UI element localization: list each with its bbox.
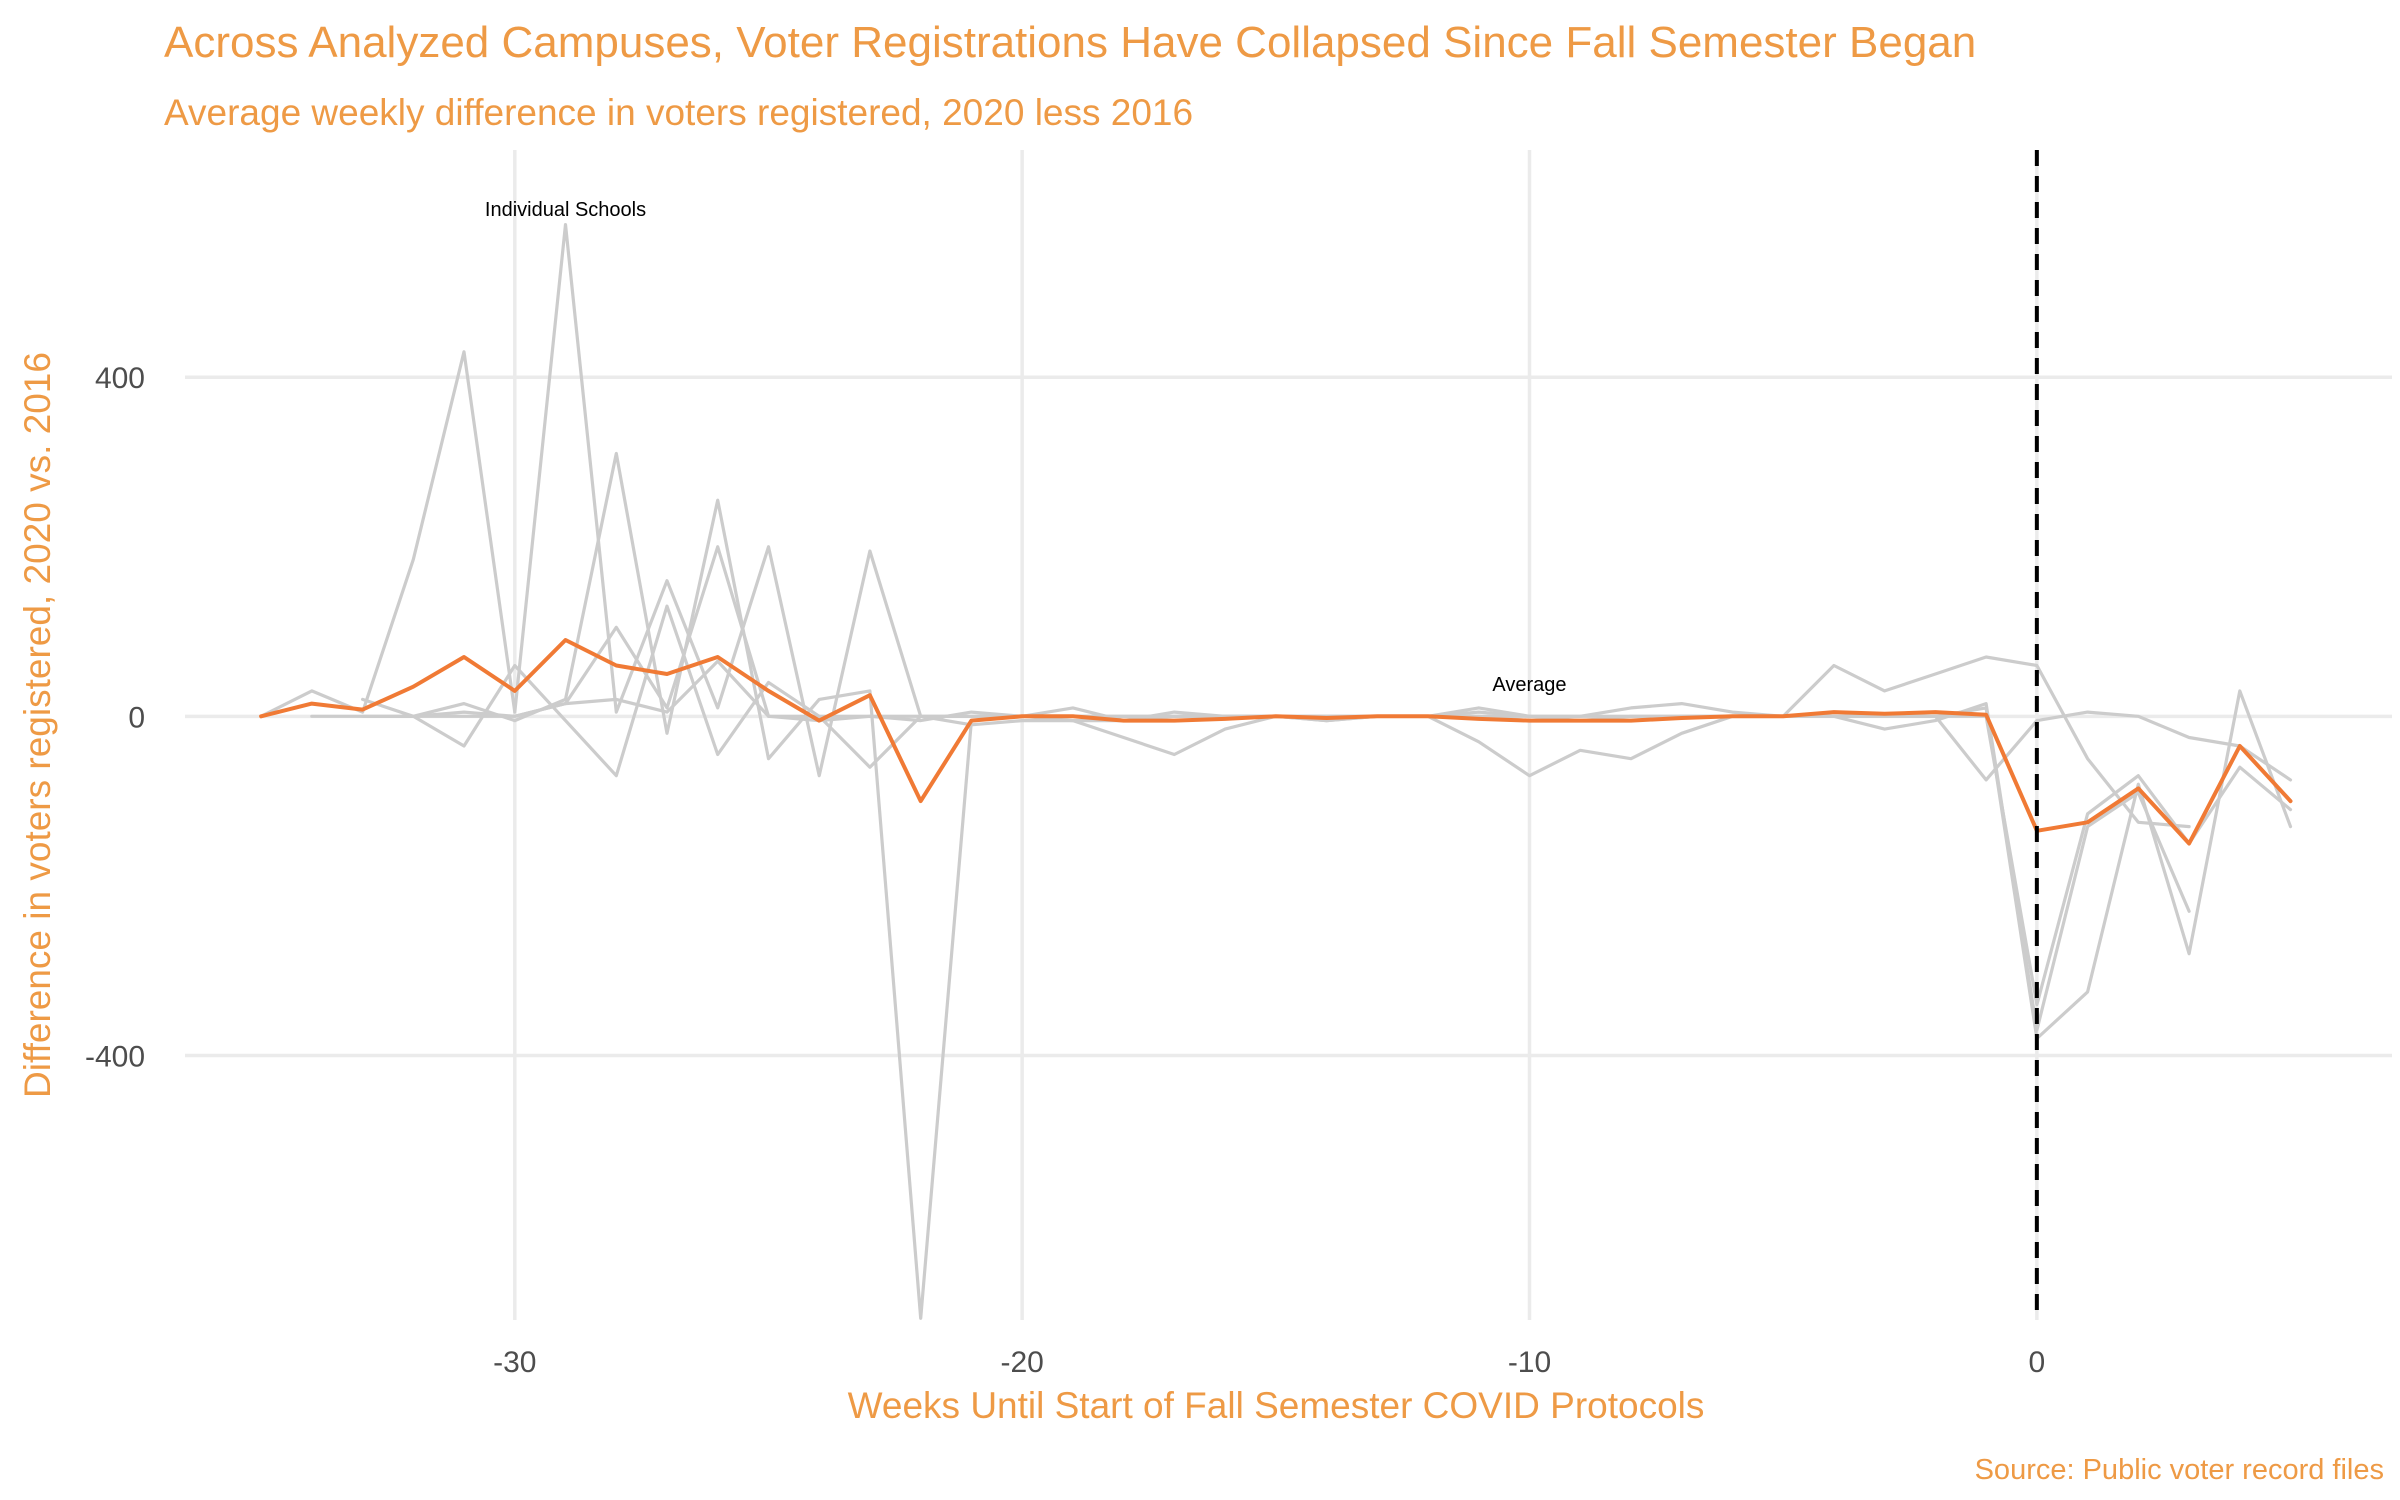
annotation-label: Average (1492, 674, 1566, 696)
source-caption: Source: Public voter record files (1975, 1454, 2384, 1486)
school-series-line (361, 659, 2293, 1007)
x-tick-label: 0 (2029, 1346, 2046, 1379)
x-axis-ticks: -30 -20 -10 0 (493, 1346, 2045, 1379)
chart-title: Across Analyzed Campuses, Voter Registra… (164, 18, 1976, 67)
annotation-label: Individual Schools (485, 199, 646, 221)
grid-lines (185, 150, 2392, 1320)
x-tick-label: -20 (1000, 1346, 1043, 1379)
average-series-line (259, 638, 2293, 846)
series-lines (259, 223, 2293, 1320)
y-tick-label: 400 (95, 362, 145, 395)
x-tick-label: -10 (1508, 1346, 1551, 1379)
y-tick-label: 0 (128, 701, 145, 734)
y-axis-label: Difference in voters registered, 2020 vs… (17, 352, 58, 1098)
annotations: Individual Schools Average (485, 199, 1567, 696)
x-axis-label: Weeks Until Start of Fall Semester COVID… (848, 1385, 1705, 1426)
y-axis-ticks: -400 0 400 (85, 362, 145, 1073)
school-series-line (310, 451, 2191, 1320)
school-series-line (259, 223, 2293, 1041)
x-tick-label: -30 (493, 1346, 536, 1379)
y-tick-label: -400 (85, 1040, 145, 1073)
chart-subtitle: Average weekly difference in voters regi… (164, 92, 1193, 133)
